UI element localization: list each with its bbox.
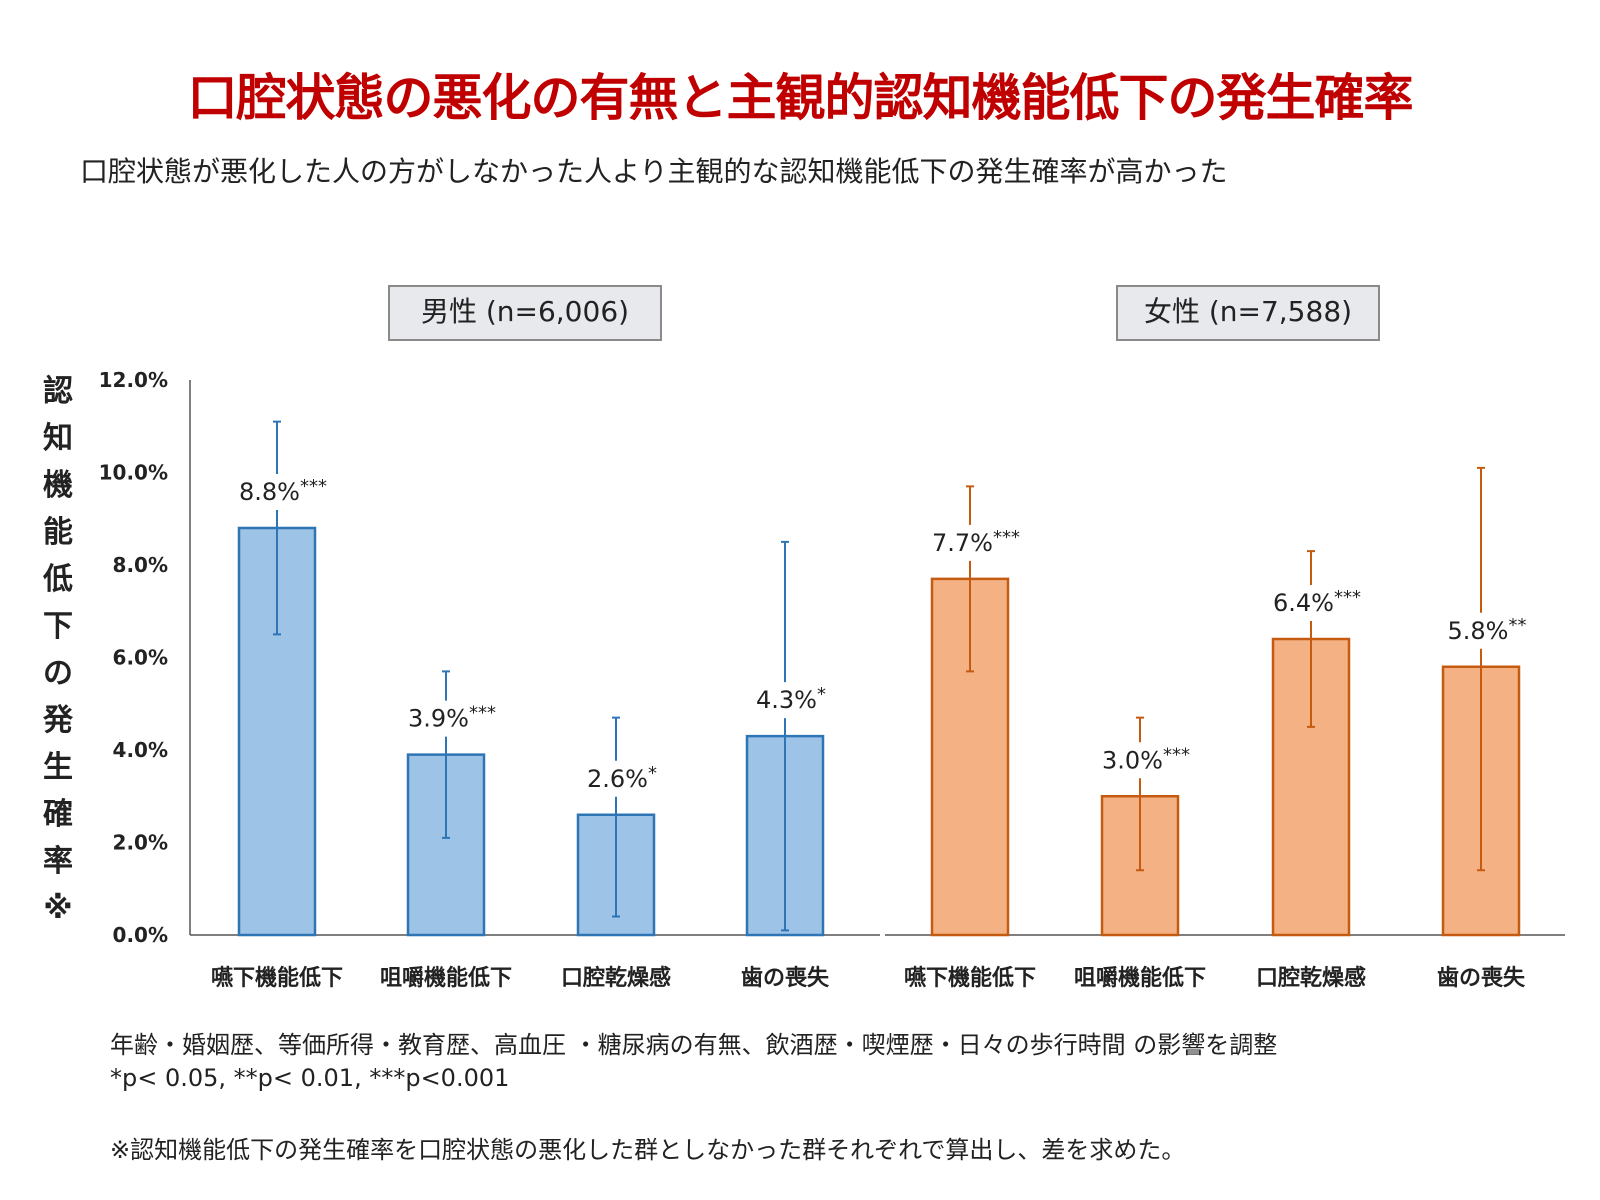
chart-title: 口腔状態の悪化の有無と主観的認知機能低下の発生確率 bbox=[187, 69, 1414, 127]
data-label: 3.9%*** bbox=[408, 703, 496, 733]
note-pvalues: *p< 0.05, **p< 0.01, ***p<0.001 bbox=[110, 1064, 510, 1092]
bar-chart: 0.0% 2.0% 4.0% 6.0% 8.0% 10.0% 12.0% 8.8%*** 嚥下機… bbox=[99, 368, 1565, 991]
x-tick-label: 口腔乾燥感 bbox=[561, 965, 671, 991]
x-tick-label: 口腔乾燥感 bbox=[1256, 965, 1366, 991]
y-tick-label: 10.0% bbox=[99, 461, 168, 485]
y-axis-label: 認知機能低下の発生確率 ※ bbox=[43, 374, 73, 926]
y-tick-label: 0.0% bbox=[113, 923, 168, 947]
data-label: 2.6%* bbox=[587, 763, 657, 793]
y-tick-label: 4.0% bbox=[113, 738, 168, 762]
data-label-background bbox=[1270, 585, 1364, 621]
y-tick-label: 2.0% bbox=[113, 831, 168, 855]
data-label: 3.0%*** bbox=[1102, 744, 1190, 774]
x-tick-label: 咀嚼機能低下 bbox=[1074, 965, 1206, 991]
panel-label-male: 男性 (n=6,006) bbox=[388, 285, 662, 341]
data-label-background bbox=[1099, 742, 1193, 779]
notes: 年齢・婚姻歴、等価所得・教育歴、高血圧 ・糖尿病の有無、飲酒歴・喫煙歴・日々の歩… bbox=[110, 1025, 1277, 1165]
x-tick-label: 歯の喪失 bbox=[741, 965, 830, 991]
note-adjustment: 年齢・婚姻歴、等価所得・教育歴、高血圧 ・糖尿病の有無、飲酒歴・喫煙歴・日々の歩… bbox=[110, 1031, 1278, 1059]
x-tick-label: 咀嚼機能低下 bbox=[380, 965, 512, 991]
data-label-background bbox=[1444, 612, 1530, 649]
data-label: 4.3%* bbox=[756, 684, 826, 714]
data-label-background bbox=[929, 524, 1023, 561]
x-tick-label: 嚥下機能低下 bbox=[904, 965, 1036, 991]
y-tick-label: 12.0% bbox=[99, 368, 168, 392]
y-tick-label: 8.0% bbox=[113, 553, 168, 577]
data-label-background bbox=[584, 760, 660, 797]
data-label: 8.8%*** bbox=[239, 476, 327, 506]
x-tick-label: 歯の喪失 bbox=[1437, 965, 1526, 991]
data-label: 7.7%*** bbox=[932, 527, 1020, 557]
chart-subtitle: 口腔状態が悪化した人の方がしなかった人より主観的な認知機能低下の発生確率が高かっ… bbox=[80, 155, 1228, 188]
panel-label-female: 女性 (n=7,588) bbox=[1116, 285, 1380, 341]
data-label: 6.4%*** bbox=[1273, 587, 1361, 617]
data-label: 5.8%** bbox=[1448, 615, 1527, 645]
note-footnote: ※認知機能低下の発生確率を口腔状態の悪化した群としなかった群それぞれで算出し、差… bbox=[110, 1136, 1186, 1164]
data-label-background bbox=[405, 700, 499, 737]
y-tick-label: 6.0% bbox=[113, 646, 168, 670]
x-tick-label: 嚥下機能低下 bbox=[211, 965, 343, 991]
data-label-background bbox=[236, 474, 330, 510]
data-label-background bbox=[753, 682, 829, 719]
